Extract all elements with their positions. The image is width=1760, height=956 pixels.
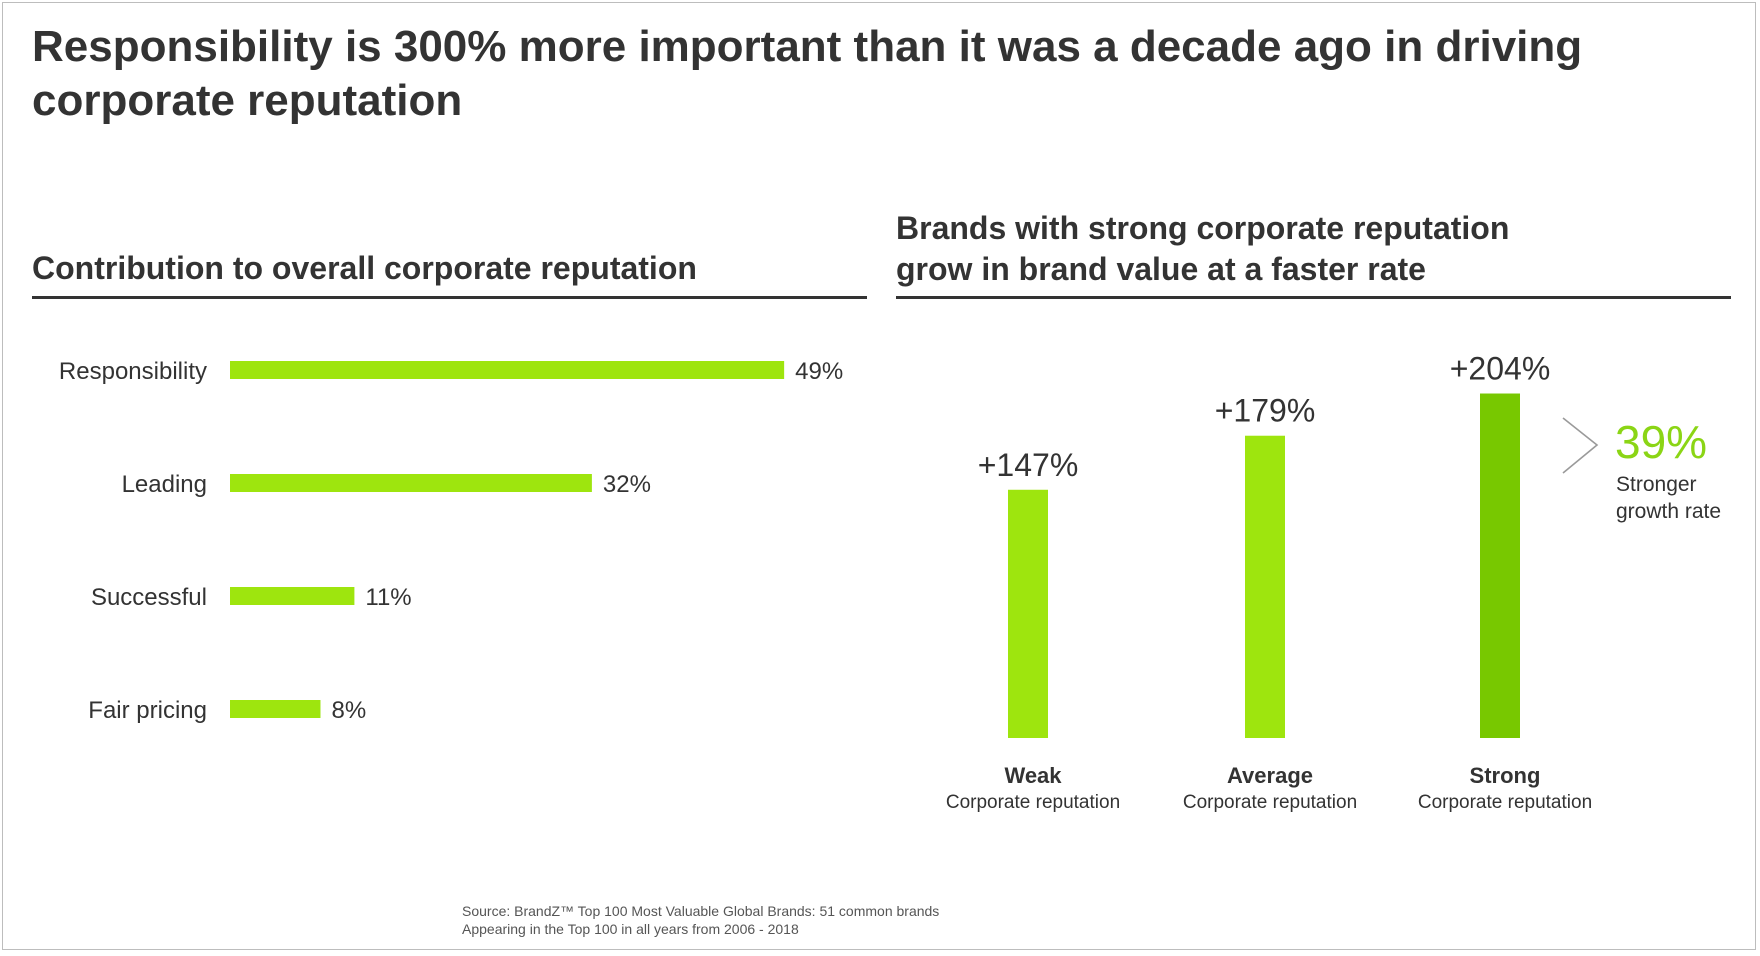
v-bar-value-label: +147% <box>978 447 1079 483</box>
v-bar-value-label: +179% <box>1215 393 1316 429</box>
h-bar-category-label: Leading <box>122 471 207 498</box>
h-bar-value-label: 8% <box>331 697 366 724</box>
slide-title: Responsibility is 300% more important th… <box>32 22 1583 125</box>
h-bar <box>230 587 355 605</box>
left-panel-rule <box>32 296 867 299</box>
h-bar-category-label: Fair pricing <box>88 697 207 724</box>
v-bar-category-label: Average <box>1227 763 1313 788</box>
v-bar-category-sublabel: Corporate reputation <box>946 792 1120 813</box>
v-bar <box>1480 393 1520 738</box>
right-panel-rule <box>896 296 1731 299</box>
h-bar <box>230 474 592 492</box>
growth-rate-value: 39% <box>1615 416 1707 468</box>
source-line-1: Source: BrandZ™ Top 100 Most Valuable Gl… <box>462 903 940 919</box>
left-panel-title: Contribution to overall corporate reputa… <box>32 250 697 286</box>
h-bar-value-label: 11% <box>365 584 411 611</box>
v-bar-category-sublabel: Corporate reputation <box>1418 792 1592 813</box>
h-bar-value-label: 49% <box>795 358 843 385</box>
v-bar <box>1008 489 1048 738</box>
h-bar <box>230 700 321 718</box>
v-bar-category-sublabel: Corporate reputation <box>1183 792 1357 813</box>
growth-rate-label-line-2: growth rate <box>1616 500 1721 523</box>
v-bar-category-label: Strong <box>1470 763 1541 788</box>
v-bar <box>1245 435 1285 738</box>
right-panel-title: Brands with strong corporate reputation … <box>896 210 1510 287</box>
source-note: Source: BrandZ™ Top 100 Most Valuable Gl… <box>462 902 1162 938</box>
h-bar-category-label: Successful <box>91 584 207 611</box>
v-bar-category-label: Weak <box>1004 763 1062 788</box>
h-bar <box>230 361 785 379</box>
h-bar-category-label: Responsibility <box>59 358 207 385</box>
h-bar-value-label: 32% <box>603 471 651 498</box>
chevron-right-icon <box>1562 417 1599 474</box>
growth-rate-label-line-1: Stronger <box>1616 473 1697 496</box>
v-bar-value-label: +204% <box>1450 351 1551 387</box>
source-line-2: Appearing in the Top 100 in all years fr… <box>462 921 799 937</box>
